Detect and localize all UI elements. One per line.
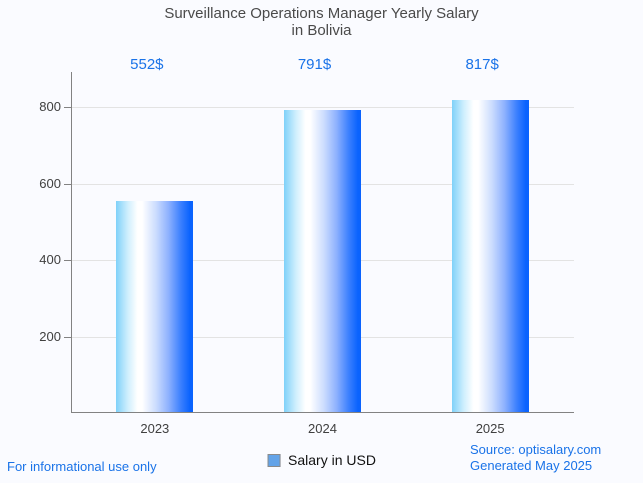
y-tick-label: 400 bbox=[39, 252, 61, 268]
y-tick-label: 800 bbox=[39, 99, 61, 115]
legend-swatch-icon bbox=[267, 453, 281, 467]
bar-value-label: 791$ bbox=[297, 56, 332, 73]
bar-value-label: 552$ bbox=[130, 56, 164, 73]
y-axis-line bbox=[71, 72, 72, 413]
y-tick-mark bbox=[64, 260, 71, 262]
source-text: Source: optisalary.com bbox=[470, 442, 602, 457]
chart-subtitle: in Bolivia bbox=[291, 22, 352, 39]
disclaimer-text: For informational use only bbox=[7, 459, 157, 474]
legend: Salary in USD bbox=[267, 452, 376, 468]
y-tick-label: 600 bbox=[39, 175, 61, 191]
x-tick-label: 2024 bbox=[308, 421, 337, 436]
plot-area: 200 400 600 800 2023 2024 2025 bbox=[39, 72, 574, 436]
legend-label: Salary in USD bbox=[288, 452, 376, 468]
x-tick-label: 2023 bbox=[140, 421, 170, 436]
x-axis-line bbox=[71, 412, 574, 413]
bar-2023[interactable] bbox=[116, 200, 194, 412]
x-tick-label: 2025 bbox=[475, 421, 505, 436]
bar-value-label: 817$ bbox=[465, 56, 499, 73]
y-tick-label: 200 bbox=[39, 328, 61, 344]
generated-text: Generated May 2025 bbox=[470, 458, 593, 473]
y-tick-mark bbox=[64, 183, 71, 185]
source-block: Source: optisalary.com Generated May 202… bbox=[470, 442, 601, 474]
chart-title: Surveillance Operations Manager Yearly S… bbox=[164, 5, 479, 22]
bar-2025[interactable] bbox=[451, 99, 529, 412]
y-tick-mark bbox=[64, 107, 71, 109]
bar-2024[interactable] bbox=[284, 109, 361, 412]
gridline-800 bbox=[71, 107, 574, 109]
y-tick-mark bbox=[64, 336, 71, 338]
